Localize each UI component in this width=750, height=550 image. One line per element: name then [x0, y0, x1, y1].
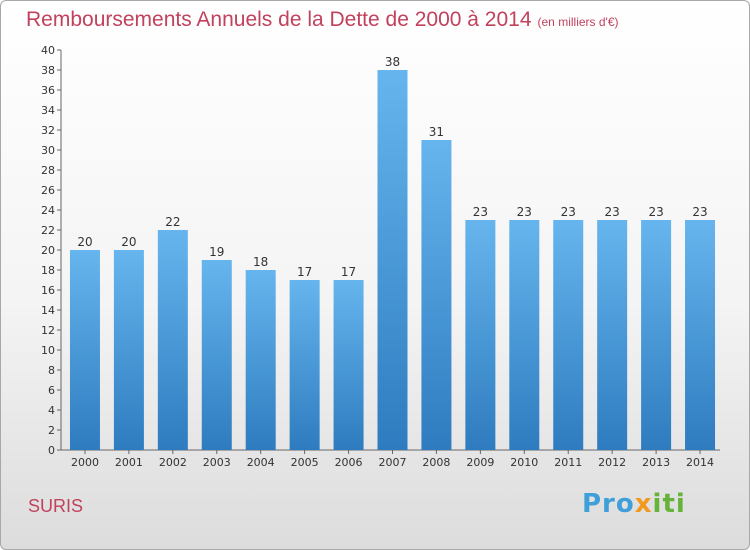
y-tick-label: 32 [41, 124, 55, 137]
logo-part-1: Pro [582, 489, 635, 519]
bar-2009 [465, 220, 496, 450]
town-name: SURIS [28, 496, 84, 516]
y-tick-label: 4 [48, 404, 55, 417]
data-label-2014: 23 [692, 205, 707, 219]
bar-2011 [553, 220, 584, 450]
y-tick-label: 10 [41, 344, 55, 357]
bar-2012 [597, 220, 628, 450]
bar-2002 [157, 230, 188, 450]
x-tick-label: 2010 [510, 456, 538, 469]
bars [69, 70, 716, 450]
data-label-2010: 23 [517, 205, 532, 219]
x-tick-label: 2006 [335, 456, 363, 469]
data-label-2004: 18 [253, 255, 268, 269]
data-label-2012: 23 [605, 205, 620, 219]
y-tick-label: 26 [41, 184, 55, 197]
y-tick-label: 22 [41, 224, 55, 237]
data-label-2007: 38 [385, 55, 400, 69]
y-tick-label: 34 [41, 104, 55, 117]
bar-2013 [641, 220, 672, 450]
y-tick-label: 40 [41, 44, 55, 57]
x-tick-label: 2014 [686, 456, 714, 469]
bar-2008 [421, 140, 452, 450]
y-tick-label: 2 [48, 424, 55, 437]
logo-part-2: x [634, 489, 653, 519]
y-tick-label: 0 [48, 444, 55, 457]
y-tick-label: 38 [41, 64, 55, 77]
bar-2014 [685, 220, 716, 450]
bar-2004 [245, 270, 276, 450]
x-tick-label: 2011 [554, 456, 582, 469]
x-tick-label: 2003 [203, 456, 231, 469]
y-tick-label: 14 [41, 304, 55, 317]
x-tick-label: 2008 [422, 456, 450, 469]
y-tick-label: 8 [48, 364, 55, 377]
y-tick-label: 18 [41, 264, 55, 277]
bar-2010 [509, 220, 540, 450]
chart-unit: (en milliers d'€) [537, 15, 619, 29]
x-tick-label: 2004 [247, 456, 275, 469]
data-label-2006: 17 [341, 265, 356, 279]
proxiti-logo: Proxiti [582, 489, 686, 519]
data-label-2013: 23 [648, 205, 663, 219]
bar-2003 [201, 260, 232, 450]
data-label-2000: 20 [77, 235, 92, 249]
bar-2000 [69, 250, 100, 450]
x-tick-label: 2001 [115, 456, 143, 469]
y-tick-label: 28 [41, 164, 55, 177]
bar-2005 [289, 280, 320, 450]
y-tick-label: 16 [41, 284, 55, 297]
y-tick-label: 20 [41, 244, 55, 257]
x-tick-label: 2002 [159, 456, 187, 469]
y-tick-label: 6 [48, 384, 55, 397]
logo-part-3: iti [652, 489, 686, 519]
chart-title: Remboursements Annuels de la Dette de 20… [26, 8, 619, 32]
data-label-2008: 31 [429, 125, 444, 139]
x-tick-label: 2007 [379, 456, 407, 469]
data-label-2005: 17 [297, 265, 312, 279]
x-tick-label: 2013 [642, 456, 670, 469]
bar-2007 [377, 70, 408, 450]
data-label-2011: 23 [561, 205, 576, 219]
x-tick-label: 2012 [598, 456, 626, 469]
bar-2006 [333, 280, 364, 450]
y-tick-label: 36 [41, 84, 55, 97]
data-label-2003: 19 [209, 245, 224, 259]
y-tick-label: 12 [41, 324, 55, 337]
y-tick-label: 30 [41, 144, 55, 157]
bar-2001 [113, 250, 144, 450]
data-label-2002: 22 [165, 215, 180, 229]
y-tick-label: 24 [41, 204, 55, 217]
axes: 0246810121416182022242628303234363840200… [41, 44, 720, 469]
data-labels: 20 20 22 19 18 17 17 38 31 23 23 23 23 23 23 [77, 55, 707, 279]
x-tick-label: 2000 [71, 456, 99, 469]
x-tick-label: 2005 [291, 456, 319, 469]
data-label-2001: 20 [121, 235, 136, 249]
x-tick-label: 2009 [466, 456, 494, 469]
data-label-2009: 23 [473, 205, 488, 219]
chart-title-text: Remboursements Annuels de la Dette de 20… [26, 8, 532, 31]
